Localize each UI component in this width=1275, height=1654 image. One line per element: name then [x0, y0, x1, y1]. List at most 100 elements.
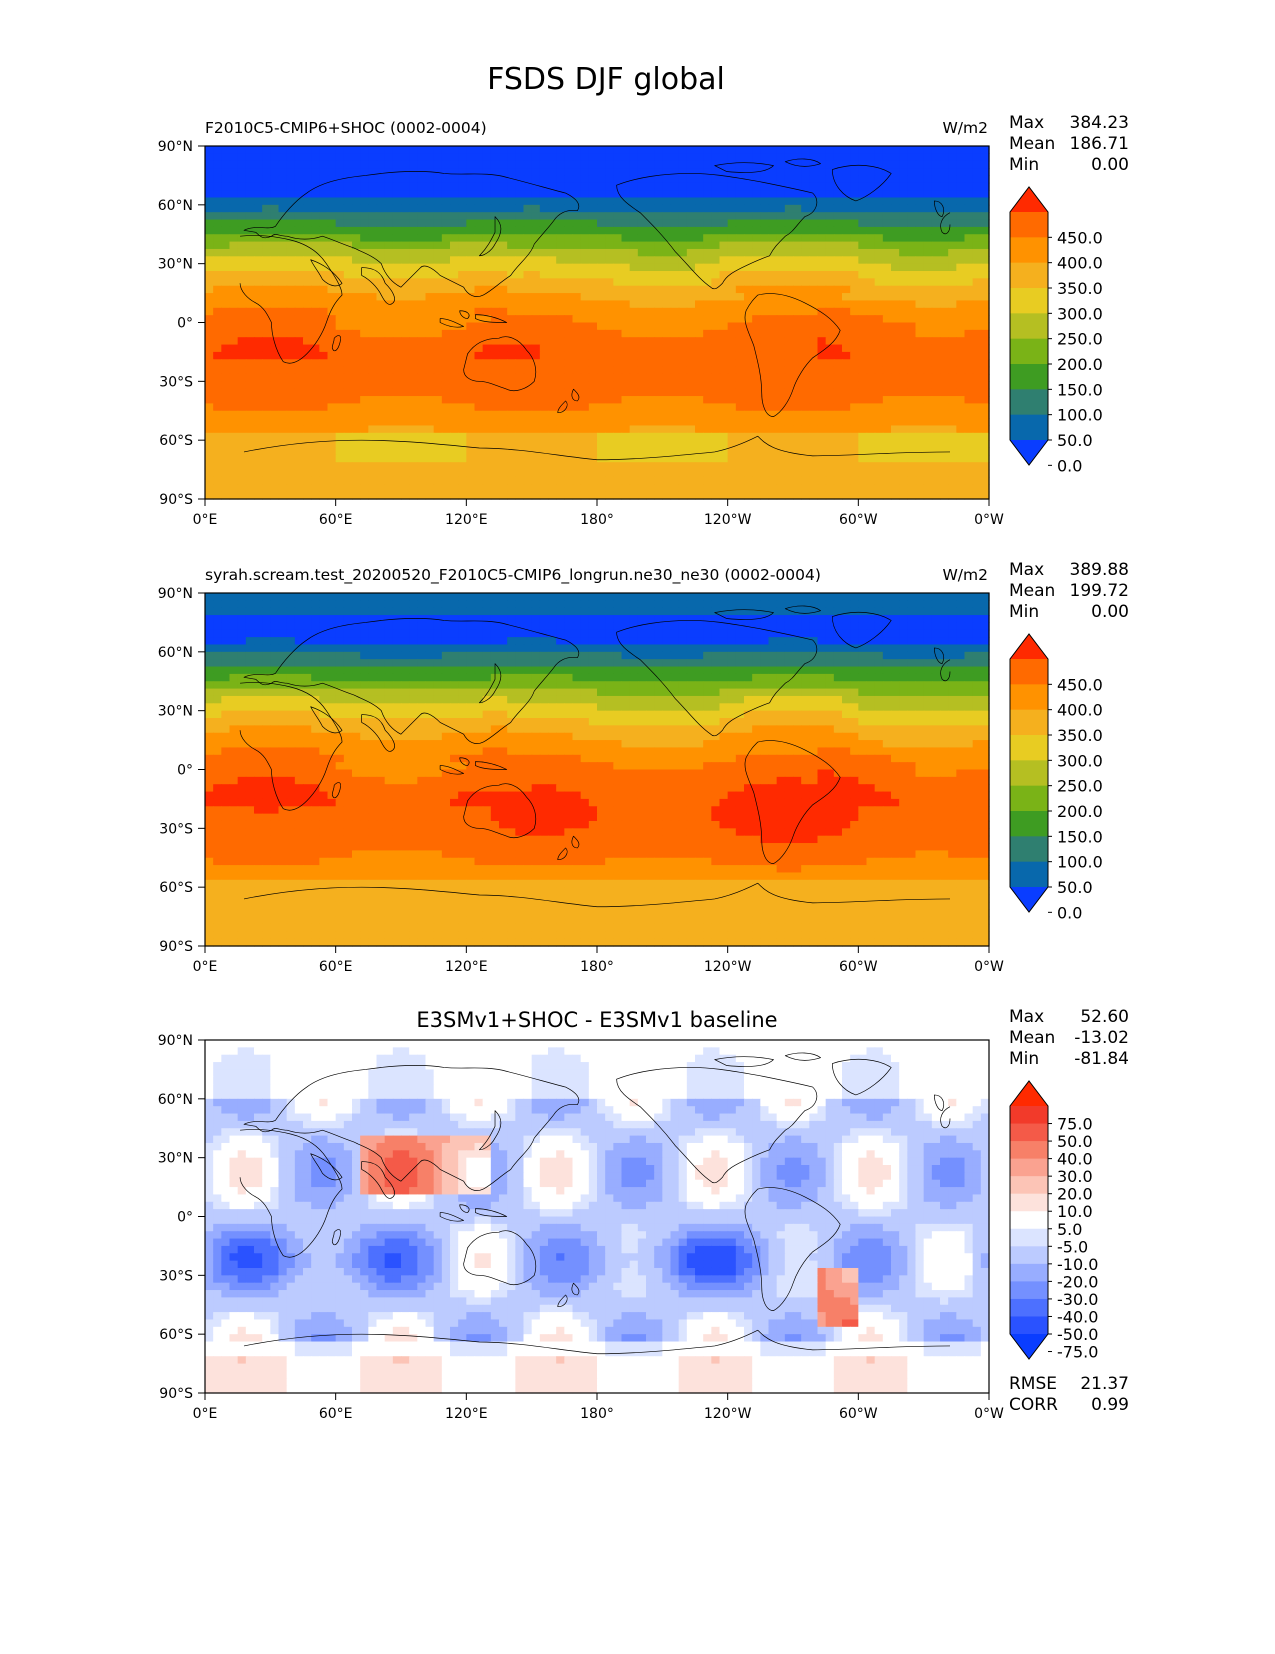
field-cell: [654, 337, 663, 345]
field-cell: [360, 153, 369, 161]
field-cell: [409, 308, 418, 316]
field-cell: [205, 264, 214, 272]
field-cell: [524, 359, 533, 367]
field-cell: [907, 337, 916, 345]
field-cell: [638, 175, 647, 183]
field-cell: [654, 345, 663, 353]
field-cell: [818, 484, 827, 492]
field-cell: [548, 227, 557, 235]
field-cell: [818, 381, 827, 389]
field-cell: [581, 227, 590, 235]
field-cell: [466, 242, 475, 250]
field-cell: [907, 367, 916, 375]
field-cell: [221, 153, 230, 161]
field-cell: [638, 381, 647, 389]
field-cell: [581, 448, 590, 456]
field-cell: [515, 227, 524, 235]
field-cell: [654, 330, 663, 338]
field-cell: [360, 323, 369, 331]
field-cell: [850, 359, 859, 367]
colorbar-tick-label: 450.0: [1057, 228, 1103, 247]
field-cell: [622, 337, 631, 345]
field-cell: [246, 593, 255, 601]
field-cell: [720, 389, 729, 397]
field-cell: [630, 600, 639, 608]
field-cell: [630, 293, 639, 301]
field-cell: [548, 359, 557, 367]
field-cell: [654, 153, 663, 161]
field-cell: [262, 600, 271, 608]
field-cell: [965, 367, 974, 375]
field-cell: [924, 411, 933, 419]
field-cell: [385, 359, 394, 367]
field-cell: [434, 593, 443, 601]
field-cell: [213, 227, 222, 235]
field-cell: [254, 403, 263, 411]
field-cell: [564, 153, 573, 161]
field-cell: [687, 484, 696, 492]
field-cell: [875, 477, 884, 485]
field-cell: [973, 396, 982, 404]
field-cell: [393, 411, 402, 419]
field-cell: [458, 249, 467, 257]
field-cell: [246, 308, 255, 316]
field-cell: [850, 381, 859, 389]
field-cell: [360, 396, 369, 404]
field-cell: [752, 220, 761, 228]
field-cell: [695, 440, 704, 448]
field-cell: [720, 323, 729, 331]
field-cell: [515, 418, 524, 426]
field-cell: [589, 440, 598, 448]
field-cell: [540, 389, 549, 397]
field-cell: [728, 403, 737, 411]
field-cell: [671, 462, 680, 470]
field-cell: [948, 359, 957, 367]
field-cell: [883, 381, 892, 389]
field-cell: [736, 330, 745, 338]
field-cell: [483, 425, 492, 433]
field-cell: [679, 286, 688, 294]
field-cell: [385, 168, 394, 176]
field-cell: [532, 286, 541, 294]
field-cell: [850, 484, 859, 492]
field-cell: [409, 330, 418, 338]
field-cell: [924, 367, 933, 375]
field-cell: [377, 470, 386, 478]
field-cell: [932, 470, 941, 478]
field-cell: [230, 352, 239, 360]
field-cell: [695, 308, 704, 316]
field-cell: [287, 315, 296, 323]
field-cell: [377, 175, 386, 183]
field-cell: [801, 293, 810, 301]
field-cell: [907, 249, 916, 257]
field-cell: [213, 330, 222, 338]
field-cell: [752, 323, 761, 331]
field-cell: [270, 593, 279, 601]
field-cell: [703, 308, 712, 316]
field-cell: [867, 220, 876, 228]
field-cell: [597, 337, 606, 345]
field-cell: [956, 396, 965, 404]
field-cell: [605, 418, 614, 426]
field-cell: [426, 300, 435, 308]
field-cell: [221, 367, 230, 375]
field-cell: [311, 227, 320, 235]
field-cell: [769, 146, 778, 154]
field-cell: [483, 440, 492, 448]
field-cell: [818, 396, 827, 404]
field-cell: [205, 242, 214, 250]
field-cell: [622, 477, 631, 485]
field-cell: [883, 242, 892, 250]
field-cell: [352, 381, 361, 389]
field-cell: [638, 433, 647, 441]
field-cell: [426, 190, 435, 198]
field-cell: [793, 608, 802, 616]
field-cell: [932, 608, 941, 616]
field-cell: [475, 440, 484, 448]
field-cell: [368, 153, 377, 161]
field-cell: [924, 396, 933, 404]
field-cell: [385, 484, 394, 492]
field-cell: [711, 197, 720, 205]
field-cell: [638, 278, 647, 286]
field-cell: [483, 197, 492, 205]
